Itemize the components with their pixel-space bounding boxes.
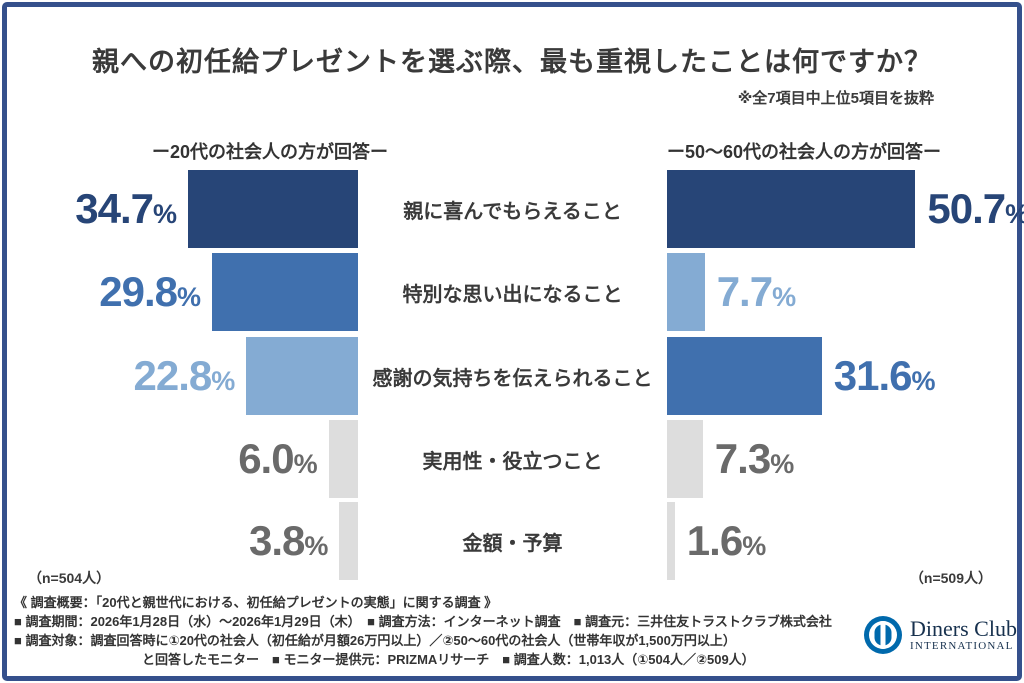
- left-bar: [188, 170, 358, 248]
- category-label: 感謝の気持ちを伝えられること: [372, 367, 653, 390]
- bar-row: 6.0% 実用性・役立つこと 7.3%: [0, 420, 1024, 498]
- brand-subtitle: INTERNATIONAL: [910, 639, 1014, 652]
- bar-row: 22.8% 感謝の気持ちを伝えられること 31.6%: [0, 337, 1024, 415]
- bar-row: 34.7% 親に喜んでもらえること 50.7%: [0, 170, 1024, 248]
- left-bar: [339, 502, 358, 580]
- diverging-bar-chart: 34.7% 親に喜んでもらえること 50.7% 29.8% 特別な思い出になるこ…: [0, 170, 1024, 582]
- category-label: 親に喜んでもらえること: [403, 200, 622, 223]
- left-value-label: 3.8%: [249, 517, 328, 564]
- excerpt-note: ※全7項目中上位5項目を抜粋: [737, 90, 934, 107]
- group-header-50-60s: ー50〜60代の社会人の方が回答ー: [666, 142, 942, 162]
- right-bar: [667, 337, 822, 415]
- diners-club-logo: Diners Club INTERNATIONAL: [864, 616, 1017, 654]
- left-value-label: 22.8%: [133, 352, 236, 399]
- right-bar-cell: 31.6%: [667, 337, 1018, 415]
- left-bar-cell: 3.8%: [0, 502, 358, 580]
- sample-size-right: （n=509人）: [909, 570, 992, 586]
- bar-row: 3.8% 金額・予算 1.6%: [0, 502, 1024, 580]
- survey-overview-line: 《 調査概要：「20代と親世代における、初任給プレゼントの実態」に関する調査 》: [14, 595, 498, 610]
- chart-title: 親への初任給プレゼントを選ぶ際、最も重視したことは何ですか？: [92, 47, 932, 77]
- right-bar-cell: 7.7%: [667, 253, 1018, 331]
- right-bar-cell: 50.7%: [667, 170, 1024, 248]
- left-bar: [212, 253, 358, 331]
- category-label: 実用性・役立つこと: [422, 450, 603, 473]
- category-label: 金額・予算: [462, 532, 563, 555]
- left-value-label: 34.7%: [75, 185, 177, 232]
- right-bar: [667, 502, 675, 580]
- right-bar-cell: 7.3%: [667, 420, 1018, 498]
- survey-overview-line: ■ 調査対象：調査回答時に①20代の社会人（初任給が月額26万円以上）／②50〜…: [14, 633, 736, 648]
- right-value-label: 50.7%: [927, 185, 1024, 232]
- left-bar: [246, 337, 358, 415]
- group-header-20s: ー20代の社会人の方が回答ー: [151, 142, 389, 162]
- left-bar-cell: 29.8%: [0, 253, 358, 331]
- left-value-label: 29.8%: [99, 268, 201, 315]
- left-bar-cell: 34.7%: [0, 170, 358, 248]
- right-value-label: 31.6%: [833, 352, 936, 399]
- survey-overview-line: ■ 調査期間：2026年1月28日（水）〜2026年1月29日（木） ■ 調査方…: [14, 614, 832, 629]
- sample-size-left: （n=504人）: [28, 570, 111, 586]
- survey-overview-line: と回答したモニター ■ モニター提供元：PRIZMAリサーチ ■ 調査人数：1,…: [142, 652, 755, 667]
- right-bar: [667, 253, 705, 331]
- brand-name: Diners Club: [910, 615, 1017, 641]
- diners-club-wordmark: Diners Club INTERNATIONAL: [910, 615, 1017, 653]
- bar-row: 29.8% 特別な思い出になること 7.7%: [0, 253, 1024, 331]
- left-bar: [328, 420, 358, 498]
- right-value-label: 1.6%: [686, 517, 766, 564]
- right-bar: [667, 170, 916, 248]
- right-bar-cell: 1.6%: [667, 502, 1018, 580]
- diners-club-circle-icon: [864, 616, 902, 654]
- right-value-label: 7.3%: [714, 435, 794, 482]
- survey-overview: 《 調査概要：「20代と親世代における、初任給プレゼントの実態」に関する調査 》…: [14, 593, 832, 669]
- left-bar-cell: 6.0%: [0, 420, 358, 498]
- category-label: 特別な思い出になること: [402, 283, 623, 306]
- right-value-label: 7.7%: [716, 268, 796, 315]
- left-bar-cell: 22.8%: [0, 337, 358, 415]
- left-value-label: 6.0%: [238, 435, 317, 482]
- right-bar: [667, 420, 703, 498]
